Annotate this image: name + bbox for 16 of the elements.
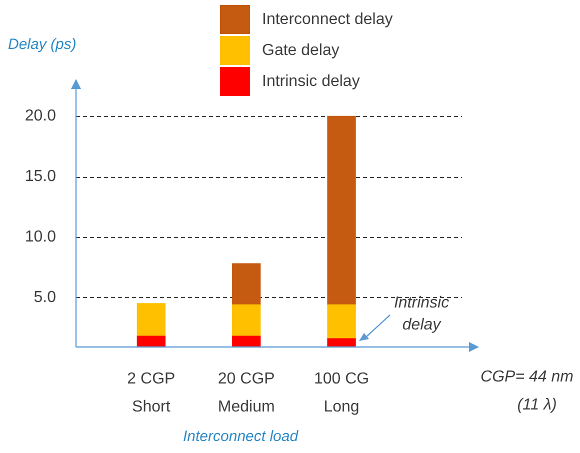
bar xyxy=(327,116,356,306)
x-tick-label: 2 CGP Short xyxy=(127,370,176,416)
x-axis-title: Interconnect load xyxy=(183,428,298,445)
y-tick-label: 5.0 xyxy=(34,288,56,306)
annotation: Intrinsic delay xyxy=(394,294,450,334)
legend-label: Interconnect delay xyxy=(262,10,393,28)
legend-label: Gate delay xyxy=(262,42,340,60)
y-axis-title: Delay (ps) xyxy=(8,36,76,53)
y-tick-label: 10.0 xyxy=(24,228,56,246)
y-tick-label: 20.0 xyxy=(24,108,56,125)
x-tick-label: 20 CGP Medium xyxy=(218,370,275,416)
x-tick-label: 100 CG Long xyxy=(314,370,370,416)
legend-label: Intrinsic delay xyxy=(262,72,360,90)
y-tick-label: 15.0 xyxy=(24,168,56,186)
bar xyxy=(232,263,261,306)
text: CGP= 44 nm (11 λ) xyxy=(480,368,574,414)
